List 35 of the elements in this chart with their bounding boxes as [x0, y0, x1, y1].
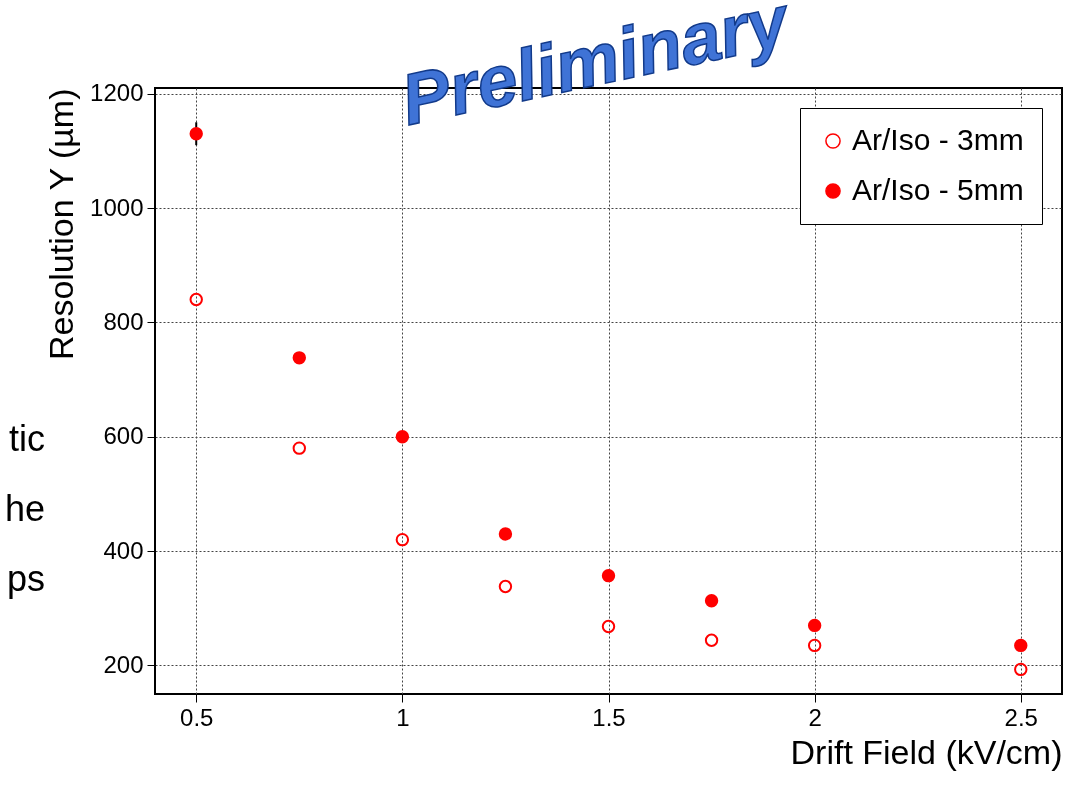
text: he	[4, 488, 45, 529]
y-tick-label: 1200	[90, 79, 144, 107]
point	[1014, 638, 1028, 653]
y-axis-title: Resolution Y (µm)	[42, 88, 81, 361]
y-tick-label: 800	[103, 307, 144, 335]
point	[498, 579, 513, 594]
x-axis-title: Drift Field (kV/cm)	[790, 732, 1063, 771]
point	[704, 633, 719, 647]
point	[1014, 662, 1028, 677]
point	[395, 430, 410, 444]
point	[807, 618, 822, 633]
point	[292, 351, 306, 365]
y-tick-label: 1000	[90, 193, 144, 221]
text: ps	[6, 558, 45, 599]
point	[601, 568, 616, 583]
legend-label: Ar/Iso - 3mm	[852, 123, 1024, 156]
x-tick-label: 0.5	[180, 703, 214, 731]
point	[189, 292, 203, 307]
legend-label: Ar/Iso - 5mm	[852, 173, 1024, 206]
x-tick-label: 1.5	[592, 703, 626, 731]
point	[292, 441, 306, 455]
y-tick-label: 200	[103, 650, 144, 678]
y-tick-label: 600	[103, 422, 144, 450]
point	[498, 527, 513, 541]
point	[601, 619, 616, 634]
point	[807, 638, 822, 653]
x-tick-label: 2	[808, 703, 822, 731]
text: tic	[9, 418, 45, 459]
point	[189, 127, 203, 141]
annotation: Preliminary	[394, 0, 799, 140]
y-tick-label: 400	[103, 536, 144, 564]
point	[704, 594, 719, 608]
x-tick-label: 1	[396, 703, 410, 731]
x-tick-label: 2.5	[1004, 703, 1038, 731]
point	[395, 532, 410, 547]
